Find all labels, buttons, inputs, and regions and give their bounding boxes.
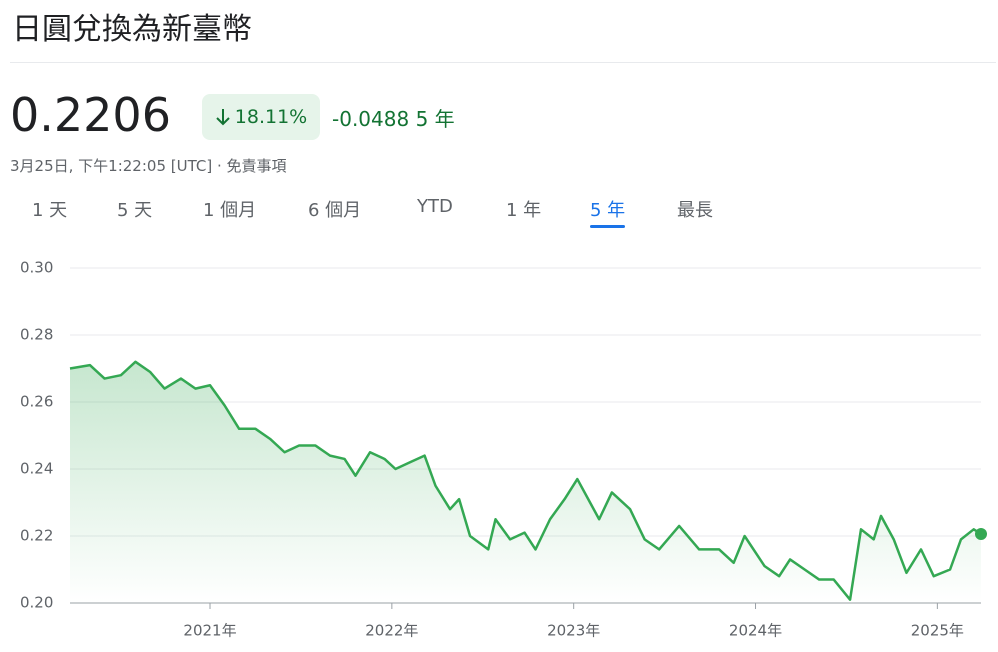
x-tick-label: 2023年 bbox=[547, 622, 600, 640]
x-tick-label: 2022年 bbox=[365, 622, 418, 640]
range-tab[interactable]: 5 年 bbox=[590, 196, 626, 228]
range-tab[interactable]: YTD bbox=[417, 196, 453, 217]
change-badge: 18.11% bbox=[202, 94, 320, 140]
line bbox=[69, 360, 982, 601]
timestamp: 3月25日, 下午1:22:05 [UTC] · 免責事項 bbox=[10, 157, 287, 175]
x-tick-label: 2024年 bbox=[729, 622, 782, 640]
change-period: 5 年 bbox=[415, 107, 455, 131]
change-percent: 18.11% bbox=[234, 106, 308, 128]
range-tab[interactable]: 5 天 bbox=[117, 200, 153, 221]
change-value: -0.0488 bbox=[332, 107, 410, 131]
x-tick-label: 2025年 bbox=[911, 622, 964, 640]
down-arrow bbox=[216, 109, 230, 126]
last-point bbox=[975, 527, 987, 540]
y-tick-label: 0.22 bbox=[20, 527, 53, 545]
y-tick-label: 0.24 bbox=[20, 460, 53, 478]
chart: 0.20 0.22 0.24 0.26 0.28 0.30 2021年 2022年 2023年 2… bbox=[20, 259, 987, 640]
area bbox=[70, 361, 981, 603]
x-tick-label: 2021年 bbox=[183, 622, 236, 640]
range-tab[interactable]: 1 天 bbox=[32, 200, 68, 221]
range-tab[interactable]: 6 個月 bbox=[308, 200, 362, 221]
range-tab[interactable]: 1 年 bbox=[506, 200, 542, 221]
y-tick-label: 0.30 bbox=[20, 259, 53, 277]
y-tick-label: 0.26 bbox=[20, 393, 53, 411]
change: -0.0488 5 年 bbox=[332, 103, 455, 132]
y-tick-label: 0.20 bbox=[20, 594, 53, 612]
y-tick-label: 0.28 bbox=[20, 326, 53, 344]
title: 日圓兌換為新臺幣 bbox=[12, 12, 252, 47]
range-tab[interactable]: 最長 bbox=[677, 200, 713, 221]
range-tab[interactable]: 1 個月 bbox=[203, 200, 257, 221]
divider bbox=[10, 62, 996, 63]
price: 0.2206 bbox=[10, 88, 171, 142]
